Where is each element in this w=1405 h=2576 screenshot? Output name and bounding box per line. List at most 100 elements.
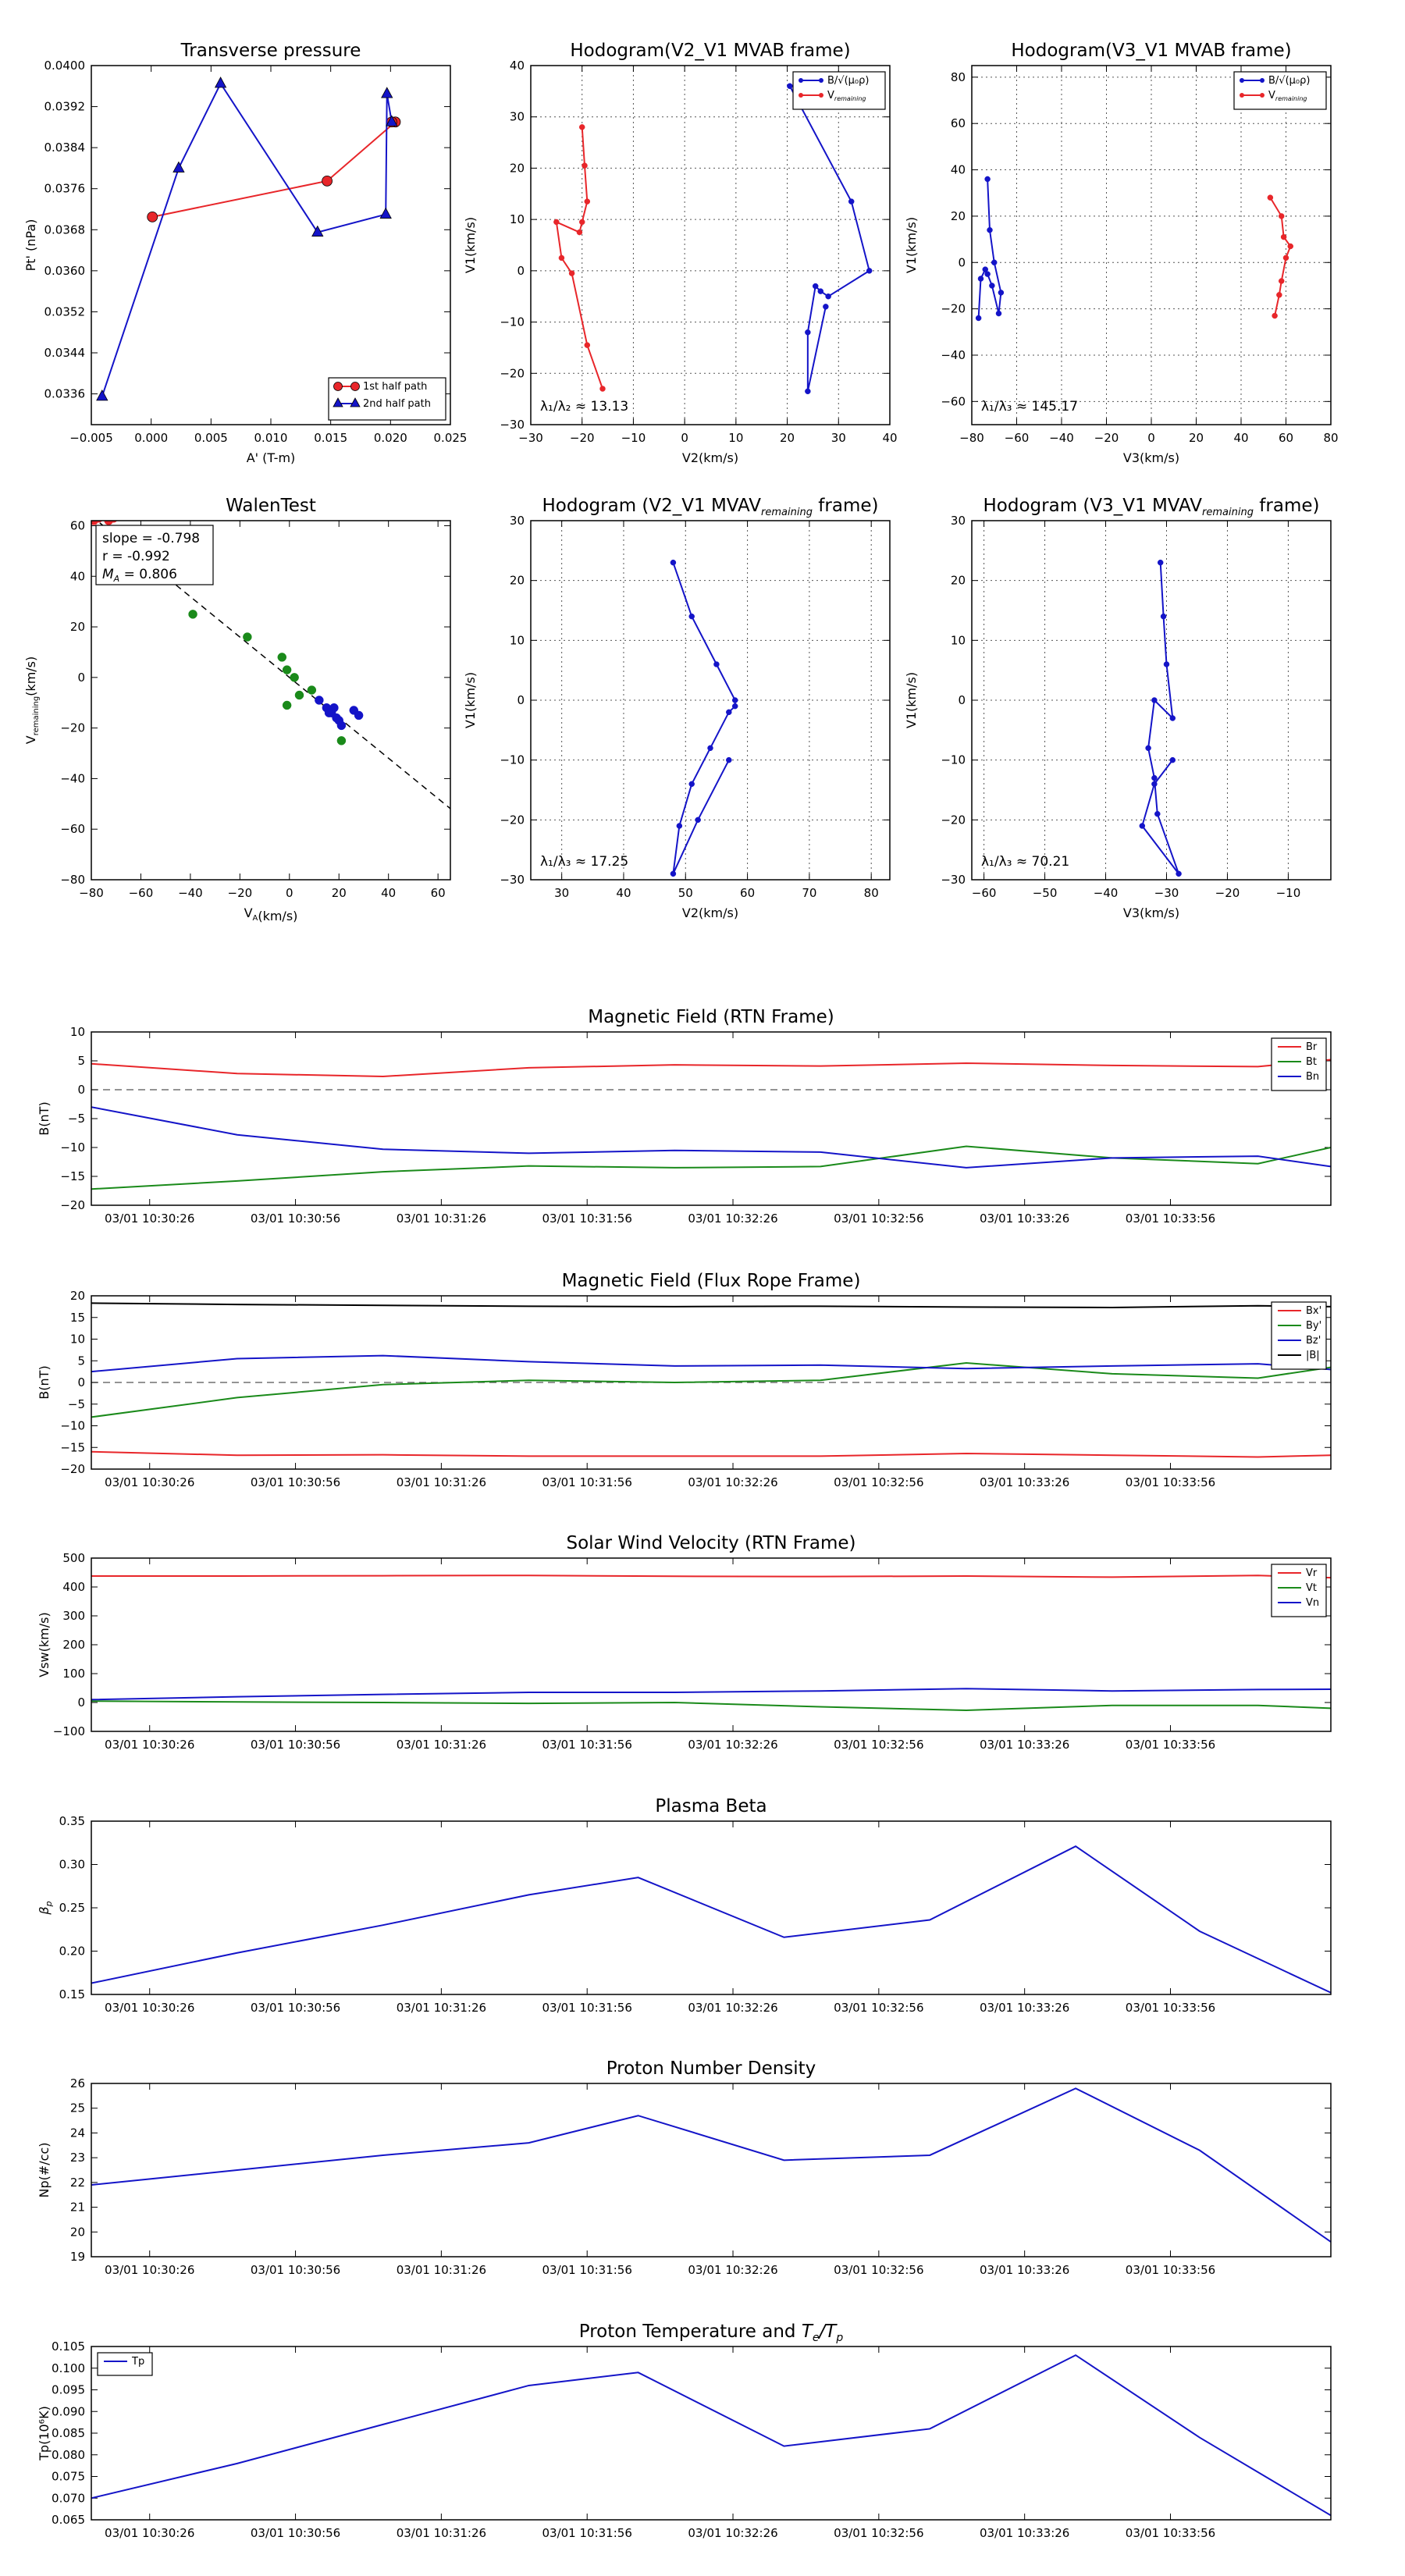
data-point — [977, 276, 984, 282]
x-tick-label: 03/01 10:31:56 — [542, 1475, 632, 1489]
x-tick-label: −20 — [570, 431, 595, 445]
y-axis-label: B(nT) — [37, 1101, 52, 1135]
chart-title: Proton Temperature and Te/Tp — [579, 2322, 844, 2344]
y-tick-label: 0.095 — [52, 2383, 85, 2397]
data-point — [866, 268, 873, 274]
plot-data — [670, 559, 738, 877]
annotation-text: slope = -0.798 — [102, 531, 200, 546]
y-tick-label: −40 — [60, 771, 85, 785]
legend-label: B/√(μ₀ρ) — [1268, 75, 1310, 87]
x-tick-label: 0.020 — [374, 431, 407, 445]
legend-label: B/√(μ₀ρ) — [827, 75, 869, 87]
plot-data — [91, 2354, 1331, 2517]
x-tick-label: 03/01 10:32:26 — [688, 1738, 777, 1752]
legend: Vr Vt Vn — [1271, 1564, 1327, 1617]
x-tick-label: −10 — [621, 431, 646, 445]
data-point — [243, 632, 252, 642]
x-tick-label: 0.015 — [314, 431, 347, 445]
data-point — [731, 703, 738, 710]
data-point — [584, 342, 591, 348]
legend-label: Bt — [1306, 1056, 1317, 1068]
x-tick-label: 03/01 10:30:56 — [251, 2263, 340, 2277]
y-tick-label: 30 — [510, 110, 525, 124]
y-tick-label: −5 — [68, 1112, 85, 1126]
chart-5: 30 40 50 60 70 80 −30 −20 −10 0 10 20 30 Hodogram (V2… — [463, 496, 891, 920]
legend-marker — [350, 382, 360, 391]
y-tick-label: 0.30 — [59, 1858, 85, 1872]
annotation-text: λ₁/λ₃ ≈ 17.25 — [540, 854, 628, 870]
data-point — [1176, 870, 1182, 877]
plot-frame — [91, 1295, 1332, 1470]
x-tick-label: 60 — [1279, 431, 1293, 445]
data-point — [282, 665, 292, 674]
data-point — [995, 310, 1002, 317]
y-tick-label: 21 — [70, 2201, 85, 2215]
y-tick-label: 5 — [77, 1054, 85, 1068]
y-tick-label: −5 — [68, 1397, 85, 1411]
chart-title: Magnetic Field (Flux Rope Frame) — [562, 1271, 861, 1291]
data-point — [989, 283, 995, 289]
y-tick-label: 0 — [958, 255, 966, 269]
y-tick-label: −40 — [941, 348, 966, 362]
data-point — [823, 304, 829, 310]
series-line-4 — [91, 1302, 1331, 1308]
data-point — [848, 198, 855, 205]
legend-marker — [1240, 93, 1244, 98]
legend-label: Br — [1306, 1041, 1318, 1053]
x-tick-label: −60 — [129, 886, 154, 900]
data-point — [311, 225, 324, 237]
x-tick-label: 03/01 10:32:56 — [834, 2263, 923, 2277]
x-tick-label: 03/01 10:32:26 — [688, 2001, 777, 2015]
legend-box — [97, 2352, 153, 2376]
data-point — [379, 207, 392, 219]
x-tick-label: 03/01 10:30:26 — [105, 2001, 194, 2015]
y-tick-label: 26 — [70, 2076, 85, 2090]
y-axis-label: Pt' (nPa) — [23, 219, 38, 272]
series-line-1 — [91, 2354, 1331, 2517]
legend-marker — [819, 93, 823, 98]
chart-title: Magnetic Field (RTN Frame) — [588, 1007, 834, 1027]
y-tick-label: 0 — [77, 1083, 85, 1097]
y-tick-label: 0.0376 — [44, 182, 86, 196]
y-tick-label: 0 — [958, 693, 966, 707]
y-axis-label: Np(#/cc) — [37, 2143, 52, 2198]
y-tick-label: 0.075 — [52, 2470, 85, 2484]
x-tick-label: −60 — [1005, 431, 1030, 445]
legend-marker — [799, 93, 803, 98]
chart-1: −0.005 0.000 0.005 0.010 0.015 0.020 0.025 0.03… — [23, 41, 467, 465]
chart-title: Transverse pressure — [180, 41, 361, 61]
y-tick-label: −30 — [500, 418, 525, 432]
legend-marker — [799, 78, 803, 83]
data-point — [1169, 715, 1176, 721]
data-point — [147, 211, 158, 222]
x-tick-label: 03/01 10:31:26 — [397, 1212, 486, 1226]
legend: Tp — [97, 2352, 153, 2376]
y-tick-label: −30 — [941, 873, 966, 887]
y-tick-label: 300 — [62, 1609, 85, 1623]
data-point — [315, 696, 324, 705]
data-point — [188, 610, 197, 619]
x-tick-label: 03/01 10:33:56 — [1126, 1738, 1215, 1752]
legend-label: 2nd half path — [363, 398, 431, 410]
x-tick-label: 20 — [332, 886, 347, 900]
x-tick-label: 03/01 10:31:56 — [542, 1212, 632, 1226]
y-axis-label: V1(km/s) — [904, 217, 919, 273]
x-tick-label: −80 — [959, 431, 984, 445]
plot-frame — [91, 2346, 1332, 2521]
data-point — [817, 288, 824, 294]
x-tick-label: 0.010 — [254, 431, 288, 445]
y-tick-label: 0.15 — [59, 1987, 85, 2001]
y-tick-label: 60 — [951, 116, 966, 130]
chart-4: −80 −60 −40 −20 0 20 40 60 −80 −60 −40 −20 0 20 40 60 Wa… — [23, 496, 451, 923]
x-tick-label: −30 — [518, 431, 543, 445]
y-tick-label: −20 — [941, 813, 966, 827]
y-tick-label: 0.0336 — [44, 387, 86, 401]
y-axis-label: V1(km/s) — [463, 217, 478, 273]
x-tick-label: 03/01 10:30:26 — [105, 1212, 194, 1226]
plot-area — [91, 2083, 1331, 2257]
chart-title: Hodogram (V2_V1 MVAVremaining frame) — [542, 496, 879, 518]
x-tick-label: 20 — [780, 431, 795, 445]
data-point — [695, 817, 701, 824]
data-point — [578, 124, 585, 130]
chart-2: −30 −20 −10 0 10 20 30 40 −30 −20 −10 0 10 20 30 40 Hodo… — [463, 41, 898, 465]
